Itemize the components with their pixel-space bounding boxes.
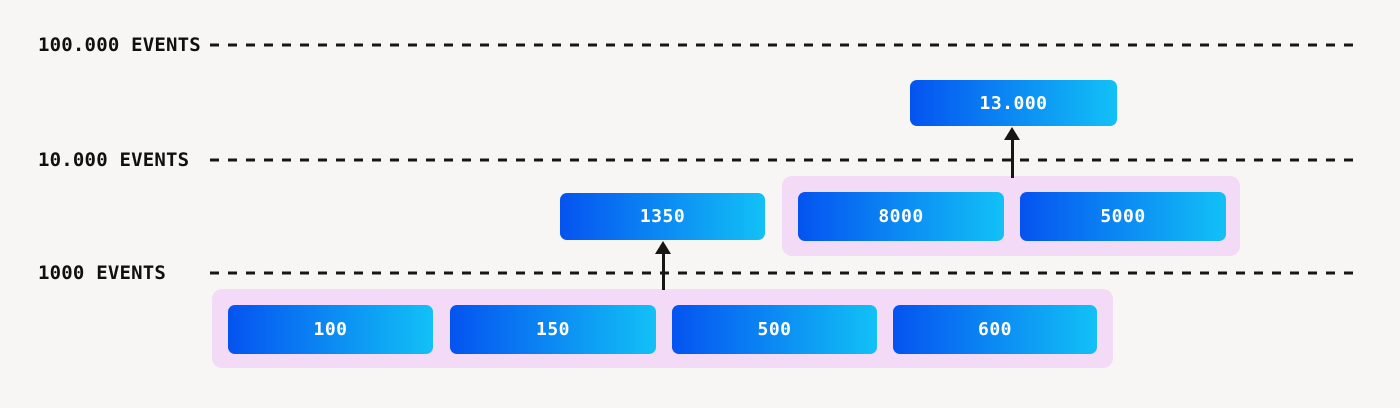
event-box-5000: 5000	[1020, 192, 1226, 241]
level-dashed-line-10k	[210, 158, 1360, 162]
level-label-10k-events: 10.000 EVENTS	[38, 149, 190, 171]
event-box-500: 500	[672, 305, 877, 354]
level-label-1k-events: 1000 EVENTS	[38, 262, 167, 284]
event-box-100: 100	[228, 305, 433, 354]
event-box-1350: 1350	[560, 193, 765, 240]
arrow-shaft	[661, 254, 665, 290]
arrow-shaft	[1010, 140, 1014, 178]
event-box-8000: 8000	[798, 192, 1004, 241]
up-arrow-icon-to-13000	[1004, 127, 1020, 178]
arrowhead-icon	[655, 241, 671, 254]
level-dashed-line-1k	[210, 271, 1360, 275]
event-box-13000: 13.000	[910, 80, 1117, 126]
event-box-150: 150	[450, 305, 656, 354]
level-label-100k-events: 100.000 EVENTS	[38, 34, 201, 56]
level-dashed-line-100k	[210, 43, 1360, 47]
arrowhead-icon	[1004, 127, 1020, 140]
up-arrow-icon-to-1350	[655, 241, 671, 290]
event-box-600: 600	[893, 305, 1097, 354]
